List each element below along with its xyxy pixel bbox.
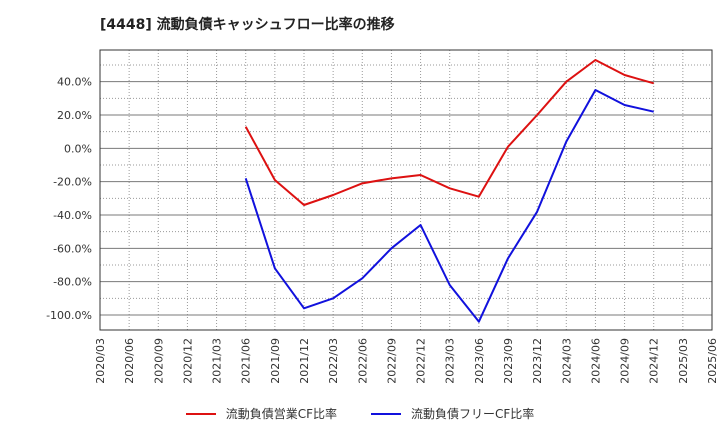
series-line-0 [244, 59, 654, 206]
legend-label-free-cf: 流動負債フリーCF比率 [411, 407, 535, 421]
x-tick-label: 2023/12 [531, 338, 544, 384]
y-tick-label: 40.0% [57, 76, 92, 89]
x-tick-label: 2020/06 [123, 338, 136, 384]
chart-title: [4448] 流動負債キャッシュフロー比率の推移 [100, 17, 395, 33]
legend-swatch-free-cf [371, 412, 401, 415]
x-tick-label: 2024/06 [589, 338, 602, 384]
x-tick-label: 2022/09 [385, 338, 398, 384]
plot-frame [99, 49, 713, 331]
x-tick-label: 2023/09 [502, 338, 515, 384]
y-tick-label: -80.0% [53, 276, 92, 289]
x-tick-label: 2024/09 [619, 338, 632, 384]
x-tick-label: 2020/03 [94, 338, 107, 384]
x-tick-label: 2023/03 [444, 338, 457, 384]
y-tick-label: 20.0% [57, 109, 92, 122]
x-tick-label: 2021/12 [298, 338, 311, 384]
x-tick-label: 2022/12 [415, 338, 428, 384]
x-tick-label: 2020/12 [181, 338, 194, 384]
y-tick-label: -60.0% [53, 242, 92, 255]
series-line-1 [244, 89, 654, 323]
legend-item-free-cf: 流動負債フリーCF比率 [371, 405, 534, 422]
x-tick-label: 2021/06 [240, 338, 253, 384]
y-tick-label: -20.0% [53, 176, 92, 189]
y-tick-label: -100.0% [46, 309, 92, 322]
x-tick-label: 2024/12 [648, 338, 661, 384]
legend-swatch-operating-cf [185, 412, 216, 415]
y-tick-label: -40.0% [53, 209, 92, 222]
x-tick-label: 2022/03 [327, 338, 340, 384]
legend: 流動負債営業CF比率 流動負債フリーCF比率 [0, 405, 720, 422]
x-tick-label: 2025/06 [706, 338, 719, 384]
x-tick-label: 2020/09 [152, 338, 165, 384]
legend-label-operating-cf: 流動負債営業CF比率 [225, 407, 337, 421]
legend-item-operating-cf: 流動負債営業CF比率 [185, 405, 337, 422]
x-tick-label: 2022/06 [356, 338, 369, 384]
x-tick-label: 2021/09 [269, 338, 282, 384]
x-tick-label: 2025/03 [677, 338, 690, 384]
x-tick-label: 2023/06 [473, 338, 486, 384]
x-tick-label: 2021/03 [211, 338, 224, 384]
x-tick-label: 2024/03 [560, 338, 573, 384]
y-tick-label: 0.0% [64, 142, 92, 155]
